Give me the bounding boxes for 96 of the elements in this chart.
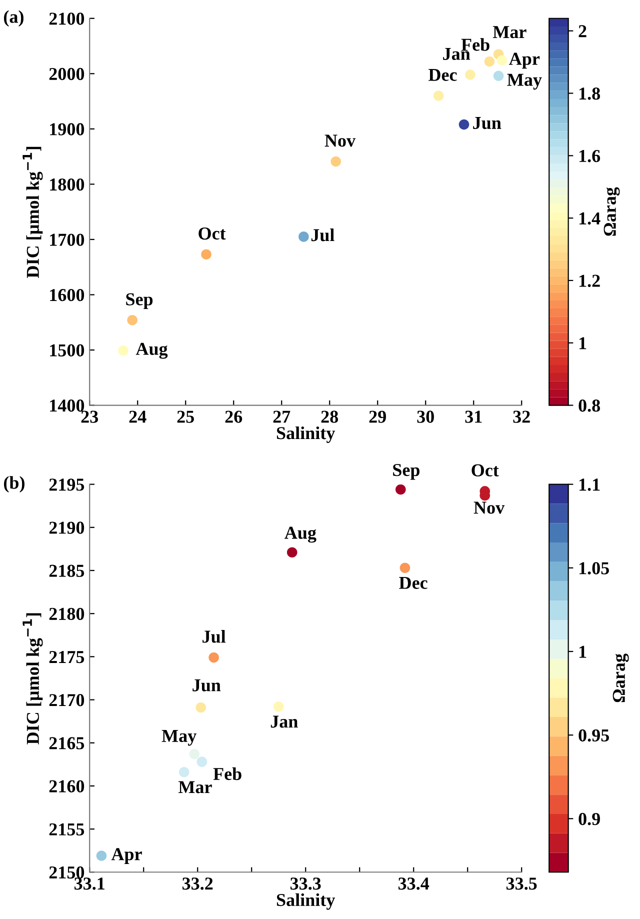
annotation: Mar — [492, 26, 526, 38]
x-tick-label: 24 — [129, 410, 146, 423]
point — [465, 70, 476, 80]
y-tick-label: 2180 — [49, 608, 84, 620]
y-tick-label: 2195 — [49, 478, 84, 491]
x-tick-label: 29 — [369, 410, 386, 423]
color-bar-label: 1.2 — [579, 274, 600, 287]
y-tick-label: 1700 — [50, 234, 84, 246]
x-tick-label: 33.1 — [74, 878, 104, 890]
annotation: Jun — [473, 117, 502, 130]
annotation: Jun — [192, 679, 221, 692]
y-tick-label: 2000 — [49, 68, 84, 80]
y-tick-label: 2190 — [49, 522, 84, 534]
y-tick-label: 1600 — [50, 288, 84, 302]
annotation: Mar — [178, 781, 212, 794]
annotation: May — [507, 74, 542, 90]
color-bar-label: 1.1 — [579, 478, 600, 491]
annotation: Jan — [270, 716, 298, 728]
annotation: Aug — [284, 526, 316, 543]
x-tick-label: 33.2 — [182, 878, 213, 890]
point — [330, 156, 341, 167]
annotation: Sep — [126, 293, 153, 310]
color-bar-title: Ωarag — [604, 187, 620, 236]
point — [298, 232, 309, 242]
color-bar-label: 0.95 — [578, 729, 609, 742]
y-tick-label: 2160 — [49, 780, 84, 792]
annotation: Jul — [311, 228, 334, 242]
point — [127, 315, 138, 326]
x-axis-title: Salinity — [276, 893, 336, 910]
color-bar-title: Ωarag — [612, 654, 629, 702]
annotation: Oct — [198, 227, 226, 240]
color-bar-label: 1.05 — [579, 562, 609, 574]
point — [433, 90, 444, 101]
y-tick-label: 2185 — [49, 564, 84, 577]
point — [96, 850, 107, 861]
point — [496, 55, 508, 66]
y-tick-label: 1800 — [50, 178, 84, 191]
color-bar-label: 0.8 — [578, 400, 600, 412]
point — [118, 345, 128, 356]
color-bar-label: 1.8 — [579, 88, 600, 100]
annotation: Apr — [509, 52, 540, 69]
y-tick-label: 1500 — [50, 344, 84, 356]
annotation: Apr — [111, 848, 142, 864]
x-tick-label: 31 — [465, 410, 482, 423]
color-bar-label: 2 — [578, 25, 586, 38]
color-bar-label: 1.6 — [579, 150, 600, 162]
y-tick-label: 2155 — [49, 823, 84, 836]
annotation: Nov — [474, 502, 505, 514]
annotation: Dec — [428, 68, 457, 81]
x-tick-label: 26 — [225, 410, 242, 423]
y-tick-label: 2170 — [49, 694, 84, 706]
chart-title: (a) — [4, 10, 24, 27]
annotation: Jul — [202, 630, 226, 643]
x-tick-label: 27 — [273, 410, 290, 423]
annotation: Feb — [213, 767, 242, 780]
annotation: Aug — [136, 342, 168, 359]
x-tick-label: 33.5 — [506, 878, 537, 890]
y-tick-label: 2165 — [49, 737, 84, 750]
point — [484, 56, 495, 67]
annotation: May — [162, 730, 196, 746]
point — [286, 547, 298, 558]
x-tick-label: 33.3 — [290, 878, 321, 890]
point — [493, 70, 504, 82]
point — [395, 484, 406, 495]
annotation: Oct — [472, 464, 499, 476]
x-tick-label: 33.4 — [398, 878, 430, 890]
x-tick-label: 25 — [177, 410, 194, 423]
point — [400, 562, 410, 574]
point — [458, 119, 470, 130]
point — [196, 756, 208, 767]
chart-title: (b) — [4, 476, 24, 492]
x-axis-title: Salinity — [276, 426, 336, 443]
point — [273, 702, 284, 712]
point — [189, 748, 200, 760]
y-axis-title: DIC [µmol kg$^{−1}$] — [22, 146, 43, 278]
x-tick-label: 30 — [417, 410, 434, 423]
y-tick-label: 1400 — [50, 400, 84, 412]
y-axis-title: DIC [µmol kg$^{−1}$] — [22, 613, 43, 744]
y-tick-label: 2175 — [49, 650, 84, 664]
y-tick-label: 1900 — [50, 123, 84, 136]
annotation: Nov — [324, 134, 356, 147]
point — [201, 249, 212, 260]
point — [208, 652, 219, 663]
color-bar-label: 1.4 — [579, 212, 600, 225]
color-bar-label: 0.9 — [578, 812, 600, 826]
x-tick-label: 28 — [321, 410, 338, 423]
point — [178, 767, 190, 778]
color-bar-label: 1 — [579, 337, 586, 350]
y-tick-label: 2100 — [49, 12, 84, 25]
y-tick-label: 2150 — [49, 866, 84, 879]
point — [196, 702, 206, 713]
x-tick-label: 32 — [513, 410, 530, 423]
annotation: Dec — [399, 576, 428, 589]
color-bar-label: 1 — [579, 646, 586, 658]
annotation: Sep — [393, 464, 420, 480]
x-tick-label: 23 — [81, 410, 98, 423]
